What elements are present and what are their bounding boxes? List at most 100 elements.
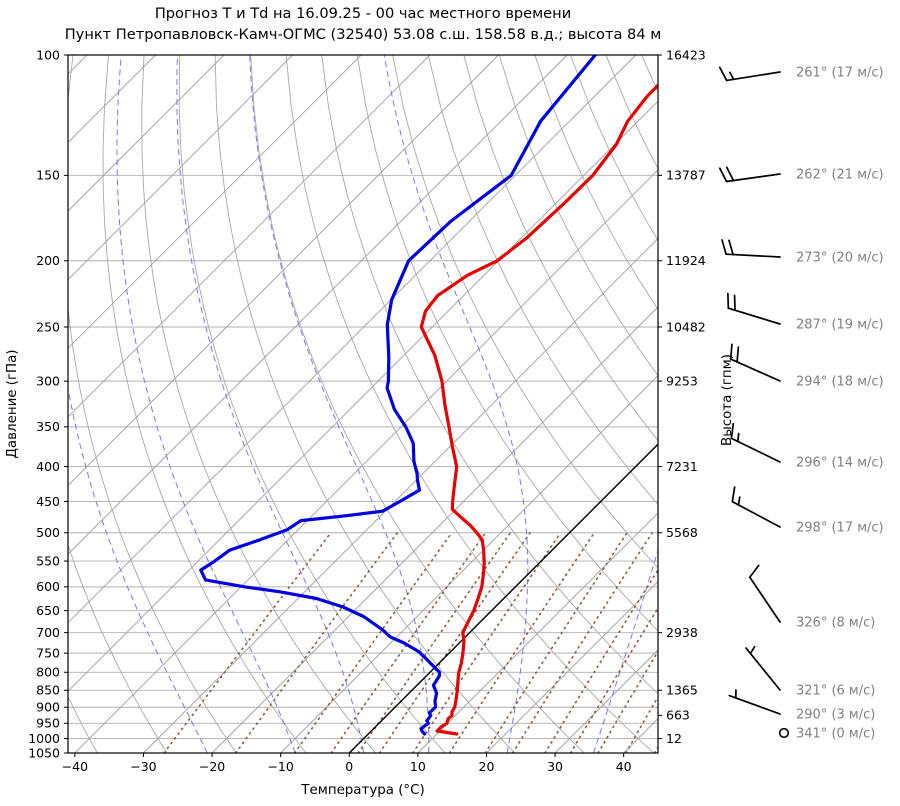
height-tick-label: 2938	[666, 625, 698, 640]
barb-full-feather	[730, 422, 735, 440]
dry-adiabat-line	[356, 55, 658, 632]
dry-adiabat-line	[285, 55, 655, 753]
mixing-ratio-line	[569, 606, 658, 753]
isotherm-line	[68, 55, 293, 281]
isotherm-line	[280, 375, 658, 753]
barb-staff	[731, 500, 781, 528]
y-axis-label-right: Высота (гпм)	[720, 354, 735, 446]
height-tick-label: 10482	[666, 319, 706, 334]
pressure-tick-label: 450	[36, 494, 60, 509]
barb-staff	[728, 694, 781, 715]
wind-label: 287° (19 м/с)	[796, 318, 884, 333]
dry-adiabat-line	[641, 55, 658, 93]
calm-wind-icon	[778, 727, 790, 739]
pressure-tick-label: 400	[36, 459, 60, 474]
barb-staff	[745, 647, 781, 691]
wind-label: 273° (20 м/с)	[796, 251, 884, 266]
dry-adiabat-line	[321, 55, 658, 695]
wind-label: 290° (3 м/с)	[796, 708, 875, 723]
wind-barb-icon	[718, 66, 781, 82]
barb-staff	[748, 576, 781, 623]
isotherm-line	[68, 55, 362, 349]
barb-staff	[725, 71, 781, 82]
mixing-ratio-line	[330, 532, 487, 753]
mixing-ratio-line	[235, 532, 399, 753]
wind-label: 326° (8 м/с)	[796, 616, 875, 631]
barb-full-feather	[729, 343, 733, 360]
wind-barb-icon	[731, 486, 781, 528]
wind-barb-icon	[729, 343, 781, 382]
mixing-ratio-line	[511, 532, 653, 753]
temperature-tick-label: 40	[616, 759, 632, 774]
height-tick-label: 1365	[666, 683, 698, 698]
mixing-ratio-line	[163, 532, 332, 753]
pressure-tick-label: 600	[36, 579, 60, 594]
wind-barb-icon	[745, 645, 781, 691]
isotherm-line	[143, 237, 658, 753]
barb-full-feather	[748, 564, 760, 579]
barb-half-feather	[737, 496, 741, 506]
barb-half-feather	[736, 432, 740, 443]
pressure-tick-label: 800	[36, 665, 60, 680]
barb-full-feather	[733, 294, 736, 312]
sounding-curves	[199, 55, 658, 736]
dry-adiabat-line	[392, 55, 658, 569]
barb-half-feather	[734, 689, 737, 699]
dry-adiabat-line	[141, 55, 376, 753]
height-tick-label: 16423	[666, 47, 706, 62]
axis-ticks: 1001502002503003504004505005506006507007…	[28, 47, 706, 774]
moist-adiabat-line	[249, 55, 430, 753]
dry-adiabat-line	[68, 543, 168, 753]
temperature-curve	[419, 82, 658, 736]
mixing-ratio-line	[448, 532, 596, 753]
pressure-tick-label: 750	[36, 645, 60, 660]
mixing-ratio-line	[597, 649, 658, 753]
barb-full-feather	[721, 239, 727, 256]
wind-barbs: 261° (17 м/с) 262° (21 м/с) 273° (20 м/с) 2…	[718, 66, 884, 742]
isotherm-line	[211, 306, 658, 753]
pressure-tick-label: 250	[36, 319, 60, 334]
dry-adiabat-line	[569, 55, 658, 242]
dry-adiabat-line	[68, 55, 237, 753]
isotherm-line	[74, 169, 658, 753]
wind-barb-icon	[730, 422, 781, 463]
dry-adiabat-line	[534, 55, 658, 310]
dry-adiabat-line	[102, 55, 307, 753]
chart-background	[68, 55, 900, 753]
mixing-ratio-line	[378, 532, 531, 753]
isotherm-line	[68, 55, 225, 212]
isotherm-line	[68, 55, 568, 555]
pressure-tick-label: 100	[36, 47, 60, 62]
pressure-tick-label: 700	[36, 625, 60, 640]
barb-half-feather	[749, 645, 756, 655]
dry-adiabat-line	[677, 55, 900, 753]
pressure-tick-label: 650	[36, 603, 60, 618]
temperature-tick-label: 20	[479, 759, 495, 774]
dry-adiabat-line	[463, 55, 658, 442]
pressure-tick-label: 300	[36, 373, 60, 388]
temperature-tick-label: −30	[130, 759, 156, 774]
isotherm-line	[68, 55, 156, 144]
chart-title-line1: Прогноз Т и Td на 16.09.25 - 00 час мест…	[155, 5, 571, 22]
barb-full-feather	[718, 167, 728, 183]
pressure-tick-label: 1050	[28, 745, 60, 760]
barb-half-feather	[728, 71, 735, 81]
height-tick-label: 11924	[666, 253, 706, 268]
wind-label: 298° (17 м/с)	[796, 521, 884, 536]
isotherm-line	[68, 55, 499, 487]
wind-barb-icon	[727, 292, 781, 325]
wind-barb-icon	[718, 166, 781, 183]
moist-adiabat-line	[68, 385, 208, 753]
mixing-ratio-line	[544, 568, 658, 753]
moist-adiabat-line	[176, 55, 365, 753]
barb-staff	[729, 358, 781, 382]
plot-frame	[67, 54, 659, 754]
wind-label: 262° (21 м/с)	[796, 168, 884, 183]
pressure-tick-label: 900	[36, 700, 60, 715]
wind-label: 321° (6 м/с)	[796, 684, 875, 699]
isotherm-line	[68, 55, 431, 418]
isotherm-line	[486, 580, 658, 753]
temperature-tick-label: 0	[345, 759, 353, 774]
moist-adiabat-line	[116, 55, 296, 753]
